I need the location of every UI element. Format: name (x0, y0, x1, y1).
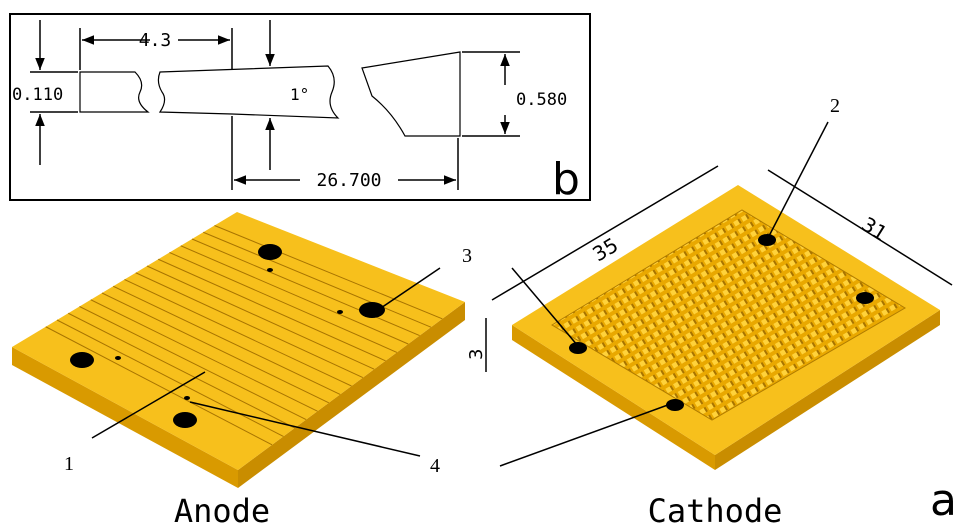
hole (267, 268, 273, 272)
hole (337, 310, 343, 314)
dimension-label: 4.3 (139, 30, 172, 51)
hole (856, 292, 874, 304)
hole (173, 412, 197, 428)
dimension-label: 31 (857, 212, 891, 246)
caption: Anode (174, 492, 270, 530)
hole (569, 342, 587, 354)
part-piece (80, 72, 148, 112)
panel-label: b (552, 154, 580, 205)
hole (359, 302, 385, 318)
hole (258, 244, 282, 260)
callout: 4 (430, 455, 440, 477)
panel-label: a (930, 475, 957, 526)
hole (758, 234, 776, 246)
dimension-label: 0.110 (12, 85, 63, 105)
callout: 3 (462, 245, 472, 267)
dimension-label: 0.580 (516, 90, 567, 110)
plate-top (12, 212, 465, 470)
dimension-label: 3 (466, 349, 487, 360)
figure: 4.3 0.110 1° 0.580 26.700 b (0, 0, 959, 530)
callout: 2 (830, 95, 840, 117)
hole (184, 396, 190, 400)
panel-b: 4.3 0.110 1° 0.580 26.700 b (10, 14, 590, 205)
anode-plate (12, 212, 465, 488)
dimension-label: 26.700 (316, 170, 381, 191)
caption: Cathode (648, 492, 783, 530)
hole (70, 352, 94, 368)
hole (115, 356, 121, 360)
callout: 1 (64, 453, 74, 475)
part-piece (158, 66, 338, 118)
dimension-label: 1° (290, 85, 309, 104)
